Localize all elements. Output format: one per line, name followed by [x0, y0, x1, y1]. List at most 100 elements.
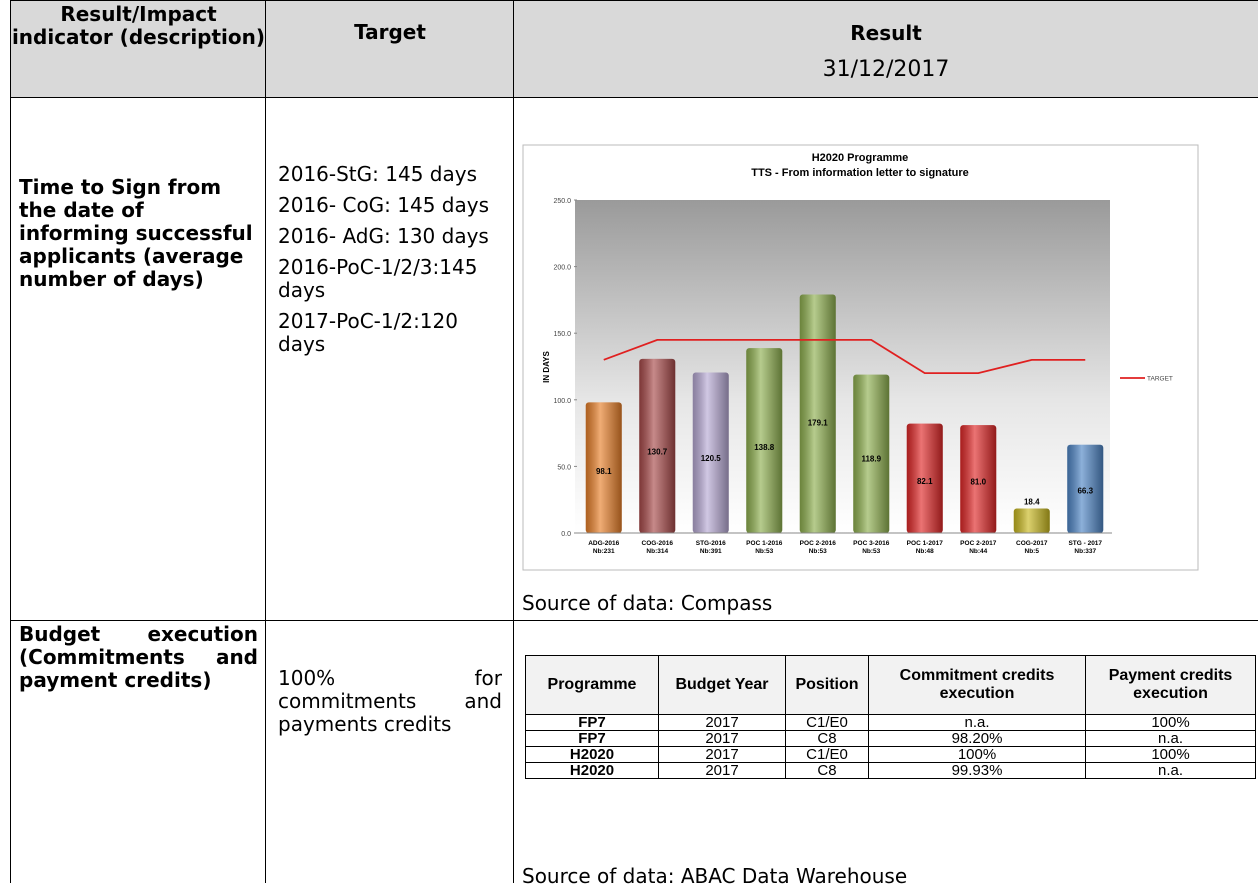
target-line	[603, 338, 1086, 375]
data-label: 18.4	[1024, 497, 1040, 506]
table-cell: H2020	[525, 746, 659, 763]
x-tick-label: Nb:53	[755, 548, 773, 555]
table-cell: 100%	[1085, 746, 1256, 763]
bar-shine	[746, 348, 783, 533]
table-cell: 2017	[658, 714, 786, 731]
bar-shine	[1067, 444, 1104, 533]
table-cell: H2020	[525, 762, 659, 779]
x-tick-label: Nb:314	[646, 548, 668, 555]
table-cell: 2017	[658, 762, 786, 779]
target-cell: 2016-StG: 145 days 2016- CoG: 145 days 201…	[265, 97, 514, 621]
target-text: 2017-PoC-1/2:120 days	[278, 309, 458, 356]
y-axis-label: IN DAYS	[542, 350, 551, 382]
data-label: 138.8	[754, 443, 775, 452]
column-header: Budget Year	[658, 655, 786, 715]
x-tick-label: Nb:53	[862, 548, 880, 555]
target-text: 100% for commitments and payments credit…	[278, 666, 502, 736]
target-cell: 100% for commitments and payments credit…	[265, 620, 514, 883]
data-label: 118.9	[861, 455, 881, 464]
bar-shine	[639, 358, 676, 533]
table-cell: C8	[785, 762, 869, 779]
budget-table: Programme Budget Year Position Commitment c…	[525, 655, 1256, 779]
x-tick-label: Nb:337	[1074, 548, 1096, 555]
x-tick-label: POC 1-2016	[746, 540, 783, 547]
header-result-title: Result	[850, 21, 922, 45]
x-tick-label: Nb:5	[1025, 548, 1040, 555]
chart-subtitle: TTS - From information letter to signatu…	[751, 167, 969, 179]
x-tick-label: Nb:48	[916, 548, 934, 555]
table-row: FP7 2017 C1/E0 n.a. 100%	[525, 714, 1256, 731]
legend-label: TARGET	[1147, 376, 1173, 383]
target-text: 2016- AdG: 130 days	[278, 224, 489, 248]
x-tick-label: Nb:44	[969, 548, 987, 555]
table-row: H2020 2017 C1/E0 100% 100%	[525, 746, 1256, 763]
table-cell: n.a.	[868, 714, 1086, 731]
header-result: Result 31/12/2017	[513, 0, 1258, 98]
table-cell: 98.20%	[868, 730, 1086, 747]
table-cell: 2017	[658, 730, 786, 747]
data-label: 66.3	[1077, 486, 1093, 495]
x-tick-label: Nb:231	[593, 548, 615, 555]
bar-shine	[1013, 508, 1050, 533]
header-indicator: Result/Impact indicator (description)	[10, 0, 266, 98]
y-tick-label: 0.0	[561, 531, 571, 538]
x-tick-label: Nb:53	[809, 548, 827, 555]
indicator-text: Budget execution (Commitments and paymen…	[19, 622, 258, 692]
indicator-cell: Budget execution (Commitments and paymen…	[10, 620, 266, 883]
indicator-text: Time to Sign from the date of informing …	[19, 175, 253, 291]
x-tick-label: POC 3-2016	[853, 540, 890, 547]
column-header: Programme	[525, 655, 659, 715]
bar-shine	[906, 423, 943, 533]
data-label: 98.1	[596, 467, 612, 476]
table-row: H2020 2017 C8 99.93% n.a.	[525, 762, 1256, 779]
data-label: 82.1	[917, 477, 933, 486]
x-tick-label: COG-2017	[1016, 540, 1048, 547]
table-cell: 99.93%	[868, 762, 1086, 779]
source-text: Source of data: Compass	[522, 591, 773, 615]
y-tick-label: 100.0	[553, 398, 571, 405]
data-label: 120.5	[701, 454, 722, 463]
x-tick-label: POC 2-2016	[800, 540, 837, 547]
target-text: 2016-StG: 145 days	[278, 162, 477, 186]
column-header: Commitment credits execution	[868, 655, 1086, 715]
x-tick-label: ADG-2016	[588, 540, 619, 547]
bar-shine	[692, 372, 729, 533]
bar-shine	[960, 425, 997, 533]
table-cell: C1/E0	[785, 714, 869, 731]
chart-title: H2020 Programme	[812, 152, 909, 164]
data-label: 179.1	[808, 419, 829, 428]
data-label: 130.7	[647, 448, 668, 457]
y-tick-label: 50.0	[557, 464, 571, 471]
bar-shine	[585, 402, 622, 533]
y-tick-label: 150.0	[553, 331, 571, 338]
x-tick-label: POC 2-2017	[960, 540, 997, 547]
table-cell: C1/E0	[785, 746, 869, 763]
x-tick-label: POC 1-2017	[907, 540, 944, 547]
table-cell: 2017	[658, 746, 786, 763]
table-row: FP7 2017 C8 98.20% n.a.	[525, 730, 1256, 747]
x-tick-label: Nb:391	[700, 548, 722, 555]
x-tick-label: COG-2016	[642, 540, 674, 547]
column-header: Position	[785, 655, 869, 715]
table-cell: n.a.	[1085, 762, 1256, 779]
target-text: 2016- CoG: 145 days	[278, 193, 490, 217]
data-label: 81.0	[970, 477, 986, 486]
result-cell: Source of data: Compass	[513, 97, 1258, 621]
table-cell: FP7	[525, 730, 659, 747]
target-text: 2016-PoC-1/2/3:145 days	[278, 255, 478, 302]
bar-shine	[799, 294, 836, 533]
y-tick-label: 250.0	[553, 198, 571, 205]
table-cell: FP7	[525, 714, 659, 731]
x-tick-label: STG - 2017	[1068, 540, 1102, 547]
table-cell: 100%	[1085, 714, 1256, 731]
x-tick-label: STG-2016	[696, 540, 726, 547]
header-result-date: 31/12/2017	[822, 57, 950, 82]
table-cell: n.a.	[1085, 730, 1256, 747]
y-tick-label: 200.0	[553, 265, 571, 272]
indicator-cell: Time to Sign from the date of informing …	[10, 97, 266, 621]
header-target: Target	[265, 0, 514, 98]
column-header: Payment credits execution	[1085, 655, 1256, 715]
bar-shine	[853, 374, 890, 533]
